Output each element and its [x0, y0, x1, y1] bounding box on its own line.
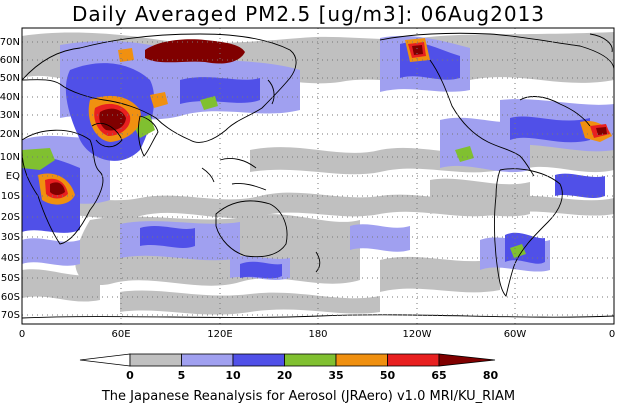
concentration-field: [22, 28, 614, 324]
colorbar-segment: [232, 353, 285, 367]
lat-label: 30N: [0, 110, 20, 121]
footer-caption: The Japanese Reanalysis for Aerosol (JRA…: [101, 389, 516, 404]
longitude-axis: 0 60E 120E 180 120W 60W 0: [19, 329, 615, 340]
lon-label: 120E: [207, 329, 232, 340]
colorbar-segment: [284, 353, 337, 367]
lon-label: 60W: [504, 329, 527, 340]
lat-label: 50N: [0, 73, 20, 84]
lon-label: 120W: [403, 329, 432, 340]
plot-frame: [21, 27, 615, 325]
latitude-axis: 70N 60N 50N 40N 30N 20N 10N EQ 10S 20S 3…: [0, 37, 20, 321]
lat-label: 50S: [1, 273, 20, 284]
colorbar-segment: [129, 353, 182, 367]
colorbar-segment: [181, 353, 234, 367]
colorbar-tick-label: 35: [328, 369, 343, 382]
colorbar-tick-label: 65: [431, 369, 446, 382]
colorbar-tick-label: 0: [126, 369, 134, 382]
colorbar-tick-label: 5: [178, 369, 186, 382]
lat-label: 60N: [0, 55, 20, 66]
level-80-plus-areas: [50, 39, 607, 195]
lat-label: 10N: [0, 152, 20, 163]
lat-label: EQ: [6, 171, 20, 182]
lon-label: 180: [308, 329, 327, 340]
lon-label: 60E: [111, 329, 130, 340]
colorbar-tick-label: 10: [225, 369, 241, 382]
lat-label: 20N: [0, 129, 20, 140]
lat-label: 40S: [1, 253, 20, 264]
lat-label: 30S: [1, 232, 20, 243]
map-title: Daily Averaged PM2.5 [ug/m3]: 06Aug2013: [71, 2, 546, 26]
lat-label: 20S: [1, 212, 20, 223]
colorbar-segment: [79, 353, 131, 367]
colorbar-tick-label: 80: [483, 369, 499, 382]
colorbar-segment: [438, 353, 496, 367]
colorbar-segment: [387, 353, 440, 367]
lat-label: 10S: [1, 191, 20, 202]
coastlines: [22, 32, 614, 319]
colorbar-segment: [335, 353, 388, 367]
colorbar-tick-label: 20: [277, 369, 293, 382]
lon-label: 0: [609, 329, 615, 340]
lat-label: 40N: [0, 92, 20, 103]
graticule: [22, 28, 614, 324]
lat-label: 60S: [1, 292, 20, 303]
lat-label: 70N: [0, 37, 20, 48]
lon-label: 0: [19, 329, 25, 340]
colorbar-tick-label: 50: [380, 369, 396, 382]
colorbar-legend: 0 5 10 20 35 50 65 80: [79, 353, 499, 382]
lat-label: 70S: [1, 310, 20, 321]
